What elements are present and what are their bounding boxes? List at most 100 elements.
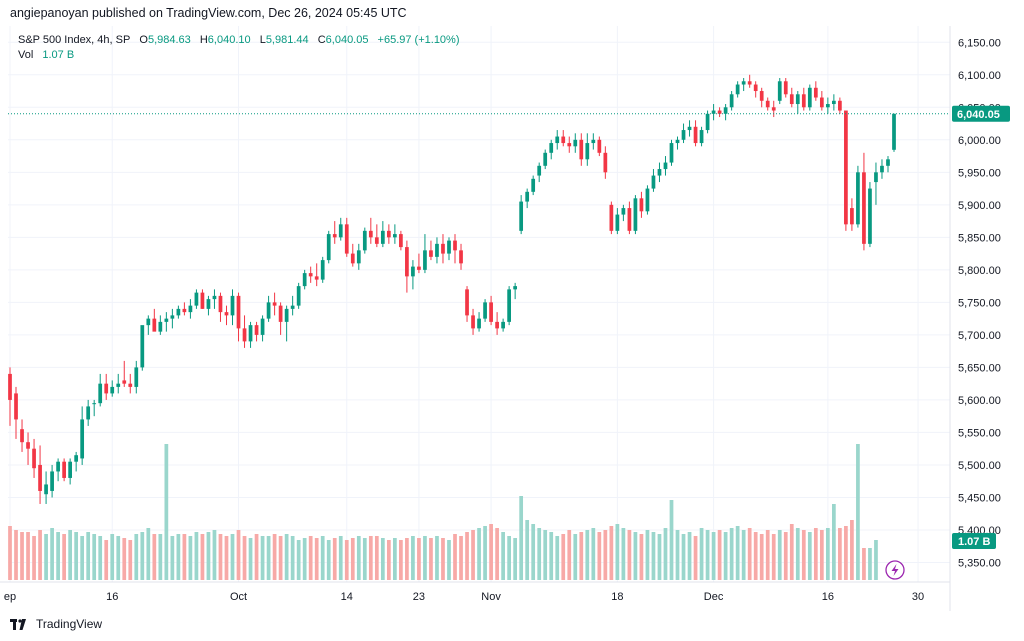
candle-body[interactable]: [338, 224, 343, 238]
candle-body[interactable]: [80, 419, 85, 459]
candle-body[interactable]: [856, 172, 860, 225]
candle-body[interactable]: [531, 178, 536, 192]
last-price-badge[interactable]: [952, 105, 1010, 122]
candle-body[interactable]: [248, 325, 253, 342]
candle-body[interactable]: [20, 429, 24, 443]
candle-body[interactable]: [350, 253, 355, 264]
candle-body[interactable]: [525, 191, 530, 202]
candle-body[interactable]: [609, 204, 614, 231]
candle-body[interactable]: [158, 321, 163, 332]
candle-body[interactable]: [663, 162, 668, 170]
candlestick-chart[interactable]: 6,150.006,100.006,050.006,000.005,950.00…: [0, 26, 1024, 612]
candle-body[interactable]: [807, 87, 812, 108]
candle-body[interactable]: [38, 464, 42, 491]
candle-body[interactable]: [765, 100, 770, 108]
candle-body[interactable]: [591, 139, 596, 144]
candle-body[interactable]: [194, 292, 199, 306]
candle-body[interactable]: [435, 243, 439, 257]
candle-body[interactable]: [801, 94, 806, 108]
candle-body[interactable]: [741, 81, 746, 85]
candle-body[interactable]: [831, 100, 836, 105]
candle-body[interactable]: [212, 295, 217, 300]
candle-body[interactable]: [711, 110, 716, 114]
candle-body[interactable]: [585, 143, 590, 160]
candle-body[interactable]: [862, 172, 866, 244]
candle-body[interactable]: [374, 237, 379, 244]
candle-body[interactable]: [296, 286, 301, 306]
candle-body[interactable]: [152, 318, 157, 332]
candle-body[interactable]: [417, 266, 421, 270]
candle-body[interactable]: [344, 224, 349, 254]
candle-body[interactable]: [615, 214, 620, 231]
candle-body[interactable]: [368, 230, 373, 238]
candle-body[interactable]: [693, 126, 698, 144]
candle-body[interactable]: [639, 198, 644, 212]
candle-body[interactable]: [386, 230, 391, 238]
candle-body[interactable]: [838, 100, 842, 111]
candle-body[interactable]: [495, 321, 499, 329]
candle-body[interactable]: [224, 312, 229, 316]
candle-body[interactable]: [254, 325, 259, 335]
candle-body[interactable]: [170, 315, 175, 319]
candle-body[interactable]: [555, 136, 560, 144]
candle-body[interactable]: [597, 139, 602, 153]
candle-body[interactable]: [573, 139, 578, 147]
candle-body[interactable]: [140, 325, 145, 368]
candle-body[interactable]: [844, 110, 848, 225]
candle-body[interactable]: [537, 165, 542, 176]
candle-body[interactable]: [735, 84, 740, 95]
candle-body[interactable]: [699, 130, 704, 144]
candle-body[interactable]: [8, 373, 12, 400]
candle-body[interactable]: [513, 286, 518, 290]
candle-body[interactable]: [302, 273, 307, 287]
candle-body[interactable]: [459, 250, 463, 264]
candle-body[interactable]: [507, 289, 511, 322]
volume-value-badge[interactable]: [952, 533, 996, 549]
candle-body[interactable]: [669, 143, 674, 163]
candle-body[interactable]: [176, 308, 181, 316]
candle-body[interactable]: [753, 84, 758, 92]
candle-body[interactable]: [880, 165, 884, 173]
candle-body[interactable]: [489, 302, 493, 322]
candle-body[interactable]: [56, 461, 60, 472]
candle-body[interactable]: [471, 315, 475, 329]
candle-body[interactable]: [681, 130, 686, 140]
candle-body[interactable]: [429, 250, 433, 257]
candle-body[interactable]: [868, 188, 872, 244]
candle-body[interactable]: [236, 295, 241, 329]
candle-body[interactable]: [423, 250, 427, 270]
candle-body[interactable]: [645, 188, 650, 212]
candle-body[interactable]: [266, 302, 271, 319]
candle-body[interactable]: [272, 302, 277, 306]
candle-body[interactable]: [411, 266, 415, 277]
candle-body[interactable]: [675, 139, 680, 144]
legend-symbol[interactable]: S&P 500 Index, 4h, SP: [18, 34, 131, 46]
candle-body[interactable]: [146, 318, 151, 326]
candle-body[interactable]: [308, 273, 313, 277]
candle-body[interactable]: [44, 484, 48, 495]
candle-body[interactable]: [362, 230, 367, 251]
candle-body[interactable]: [284, 308, 289, 322]
candle-body[interactable]: [651, 175, 656, 189]
candle-body[interactable]: [441, 243, 445, 254]
candle-body[interactable]: [501, 321, 505, 329]
candle-body[interactable]: [260, 318, 265, 335]
candle-body[interactable]: [519, 201, 524, 231]
candle-body[interactable]: [783, 81, 788, 95]
candle-body[interactable]: [116, 383, 121, 387]
candle-body[interactable]: [603, 152, 608, 173]
candle-body[interactable]: [278, 305, 283, 322]
candle-body[interactable]: [230, 295, 235, 316]
candle-body[interactable]: [729, 94, 734, 108]
candle-body[interactable]: [110, 386, 115, 394]
candle-body[interactable]: [717, 110, 722, 114]
candle-body[interactable]: [104, 383, 109, 394]
candle-body[interactable]: [92, 403, 97, 405]
candle-body[interactable]: [465, 289, 469, 316]
chart-area[interactable]: 6,150.006,100.006,050.006,000.005,950.00…: [0, 26, 1024, 612]
candle-body[interactable]: [892, 113, 896, 150]
candle-body[interactable]: [405, 247, 409, 277]
candle-body[interactable]: [874, 172, 878, 183]
candle-body[interactable]: [14, 393, 18, 420]
candle-body[interactable]: [134, 367, 139, 387]
